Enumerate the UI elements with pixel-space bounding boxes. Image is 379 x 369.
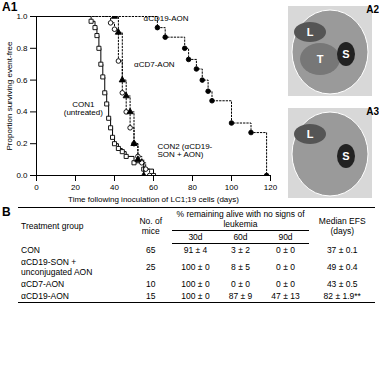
svg-text:80: 80 <box>188 183 197 192</box>
html-text:0 ± 0: 0 ± 0 <box>276 245 295 255</box>
html-text:15: 15 <box>146 291 156 301</box>
svg-text:Time following inoculation of: Time following inoculation of LC1;19 cel… <box>68 195 239 204</box>
svg-text:0: 0 <box>34 183 39 192</box>
html-text:B: B <box>2 205 11 219</box>
html-text:90d: 90d <box>278 232 293 242</box>
html-text:47 ± 13: 47 ± 13 <box>271 291 300 301</box>
svg-text:1.0: 1.0 <box>16 12 28 21</box>
html-text:% remaining alive with no sign: % remaining alive with no signs of leuke… <box>176 209 305 229</box>
html-text:0 ± 0: 0 ± 0 <box>231 279 250 289</box>
html-text:0 ± 0: 0 ± 0 <box>276 262 295 272</box>
html-text:Treatment group: Treatment group <box>21 220 84 231</box>
svg-text:120: 120 <box>264 183 278 192</box>
html-text:Median EFS (days): Median EFS (days) <box>318 215 366 236</box>
svg-text:αCD19-AON: αCD19-AON <box>144 14 189 23</box>
html-text:43 ± 0.5: 43 ± 0.5 <box>326 279 358 289</box>
svg-text:100: 100 <box>225 183 239 192</box>
html-text:CON: CON <box>21 244 40 255</box>
html-text:αCD19-AON: αCD19-AON <box>21 291 69 301</box>
html-text:82 ± 1.9**: 82 ± 1.9** <box>323 291 361 301</box>
svg-text:60: 60 <box>149 183 158 192</box>
html-text:49 ± 0.4: 49 ± 0.4 <box>326 262 358 272</box>
svg-text:0.0: 0.0 <box>16 171 28 180</box>
html-text:100 ± 0: 100 ± 0 <box>181 279 210 289</box>
html-text:A1: A1 <box>2 0 18 14</box>
html-text:87 ± 9: 87 ± 9 <box>228 291 253 301</box>
html-text:10: 10 <box>146 279 156 289</box>
html-text:37 ± 0.1: 37 ± 0.1 <box>326 244 358 255</box>
html-text:A2: A2 <box>366 3 379 15</box>
html-text:91 ± 4: 91 ± 4 <box>183 245 208 255</box>
html-text:100 ± 0: 100 ± 0 <box>181 291 210 301</box>
html-text:30d: 30d <box>188 232 203 242</box>
html-text:3 ± 2: 3 ± 2 <box>231 245 250 255</box>
svg-text:Proportion surviving event-fre: Proportion surviving event-free <box>5 41 14 150</box>
html-text:100 ± 0: 100 ± 0 <box>181 262 210 272</box>
html-text:65: 65 <box>146 244 156 255</box>
svg-text:L: L <box>307 128 314 140</box>
html-text:8 ± 5: 8 ± 5 <box>231 262 250 272</box>
svg-text:S: S <box>342 150 349 162</box>
svg-text:0.6: 0.6 <box>16 76 28 85</box>
html-text:25: 25 <box>146 262 156 272</box>
html-text:60d: 60d <box>233 232 248 242</box>
svg-text:0.2: 0.2 <box>16 139 28 148</box>
svg-text:L: L <box>307 26 314 38</box>
svg-text:0.8: 0.8 <box>16 44 28 53</box>
html-text:αCD19-SON + unconjugated AON: αCD19-SON + unconjugated AON <box>21 257 93 277</box>
svg-text:S: S <box>342 48 349 60</box>
svg-text:CON2 (αCD19-SON + AON): CON2 (αCD19-SON + AON) <box>157 142 212 159</box>
svg-text:T: T <box>317 53 324 65</box>
svg-text:40: 40 <box>110 183 119 192</box>
html-text:A3: A3 <box>366 106 379 118</box>
html-text:No. of mice: No. of mice <box>139 215 163 236</box>
svg-text:CON1(untreated): CON1(untreated) <box>64 100 103 117</box>
html-text:αCD7-AON: αCD7-AON <box>21 279 65 289</box>
svg-text:0.4: 0.4 <box>16 107 28 116</box>
svg-text:αCD7-AON: αCD7-AON <box>134 60 175 69</box>
html-text:0 ± 0: 0 ± 0 <box>276 279 295 289</box>
svg-text:20: 20 <box>71 183 80 192</box>
